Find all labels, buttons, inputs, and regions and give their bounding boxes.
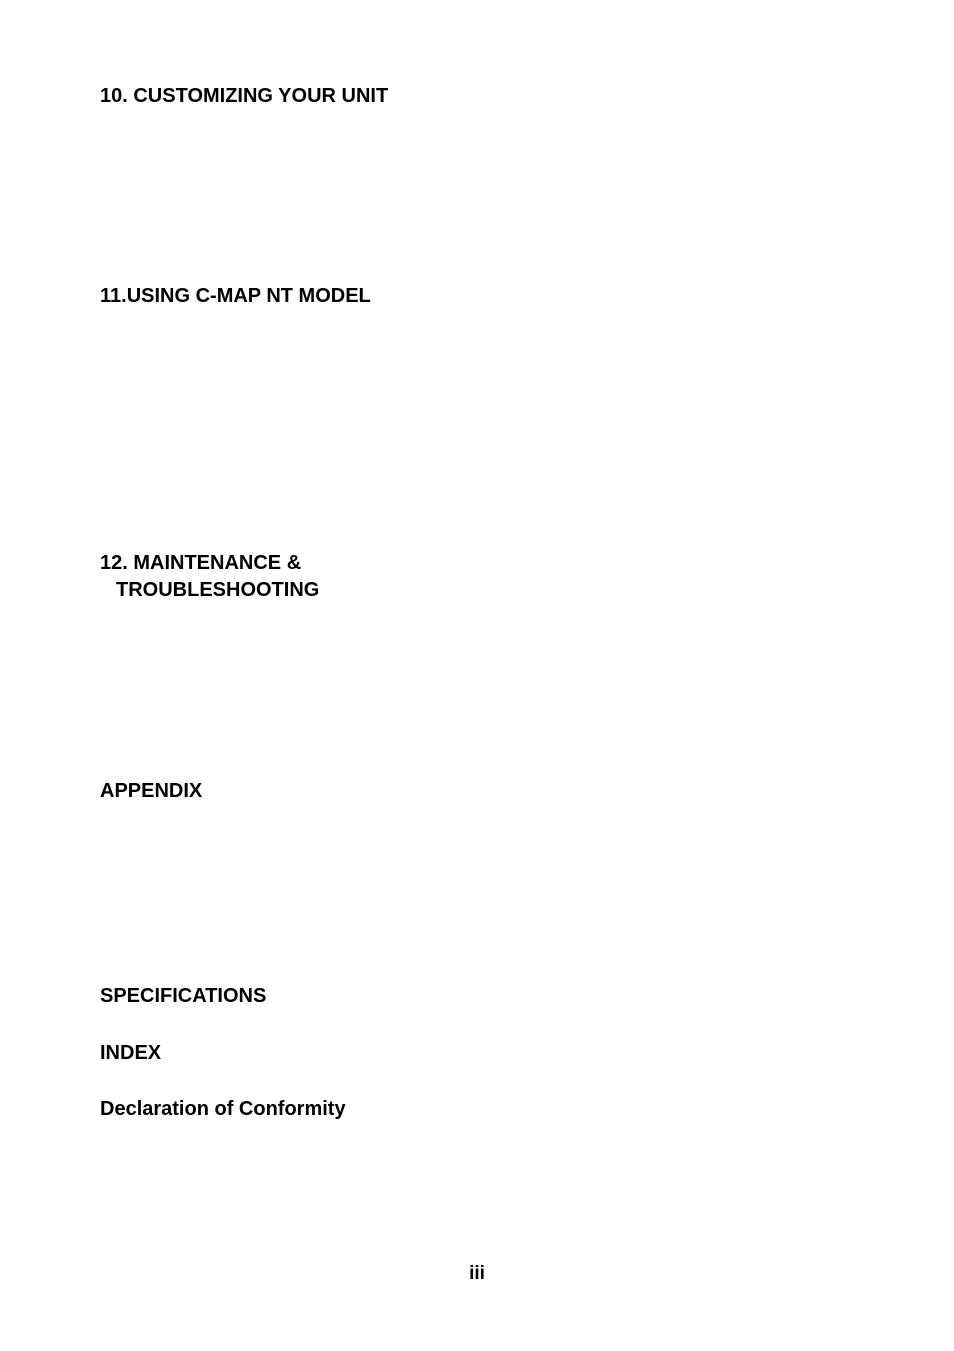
heading-maintenance-line1: 12. MAINTENANCE & xyxy=(100,550,854,577)
heading-maintenance-line2: TROUBLESHOOTING xyxy=(100,577,854,604)
heading-index: INDEX xyxy=(100,1039,854,1067)
heading-maintenance: 12. MAINTENANCE & TROUBLESHOOTING xyxy=(100,550,854,604)
heading-appendix: APPENDIX xyxy=(100,777,854,805)
heading-declaration: Declaration of Conformity xyxy=(100,1095,854,1123)
heading-specifications: SPECIFICATIONS xyxy=(100,982,854,1010)
heading-customizing: 10. CUSTOMIZING YOUR UNIT xyxy=(100,82,854,110)
heading-cmap: 11.USING C-MAP NT MODEL xyxy=(100,282,854,310)
page-number: iii xyxy=(469,1263,485,1285)
